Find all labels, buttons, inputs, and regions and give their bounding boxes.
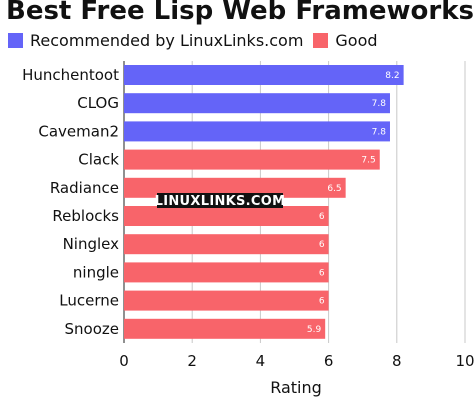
chart-title: Best Free Lisp Web Frameworks [6,0,474,26]
bar [124,149,380,170]
x-tick-label: 2 [187,352,197,370]
category-labels: Hunchentoot CLOG Caveman2 Clack Radiance Rebl… [22,66,119,338]
bar-value-label: 6 [319,212,325,222]
legend-item-recommended: Recommended by LinuxLinks.com [8,31,303,50]
x-tick-label: 4 [256,352,266,370]
category-label: CLOG [77,94,119,112]
category-label: ningle [73,263,119,281]
category-label: Radiance [50,179,119,197]
bar [124,318,326,339]
category-label: Caveman2 [38,122,119,140]
bar-value-label: 6.5 [327,184,341,194]
x-axis-ticks: 0 2 4 6 8 10 [119,352,474,370]
bar [124,121,390,142]
bar [124,65,404,85]
legend-swatch-good [313,33,329,48]
watermark-text: LINUXLINKS.COM [155,194,286,209]
legend-item-good: Good [313,31,378,50]
category-label: Snooze [65,320,120,338]
watermark: LINUXLINKS.COM [155,193,286,209]
x-tick-label: 6 [324,352,334,370]
bar [124,262,329,283]
bar [124,290,329,311]
category-label: Lucerne [59,292,119,310]
bar [124,177,346,198]
category-label: Reblocks [52,207,119,225]
bar-value-label: 7.8 [372,99,387,109]
bar-value-label: 6 [319,297,325,307]
category-label: Hunchentoot [22,66,119,84]
legend-swatch-recommended [8,33,23,48]
bar-value-label: 6 [319,268,325,278]
category-label: Clack [78,151,119,169]
bar-value-label: 6 [319,240,325,250]
x-tick-label: 10 [455,352,474,370]
legend-label-recommended: Recommended by LinuxLinks.com [30,31,304,50]
bar [124,206,329,226]
bars: 8.2 7.8 7.8 7.5 6.5 6 6 6 6 5.9 [124,65,404,339]
x-tick-label: 8 [392,352,402,370]
bar [124,234,329,255]
x-axis-label: Rating [270,378,322,397]
x-tick-label: 0 [119,352,129,370]
chart-legend: Recommended by LinuxLinks.com Good [8,31,388,50]
category-label: Ninglex [63,235,120,253]
bar-value-label: 8.2 [385,71,399,81]
bar [124,93,390,114]
legend-label-good: Good [335,31,378,50]
bar-value-label: 5.9 [307,325,322,335]
bar-value-label: 7.5 [361,156,375,166]
bar-value-label: 7.8 [372,127,387,137]
watermark-background [157,193,283,208]
